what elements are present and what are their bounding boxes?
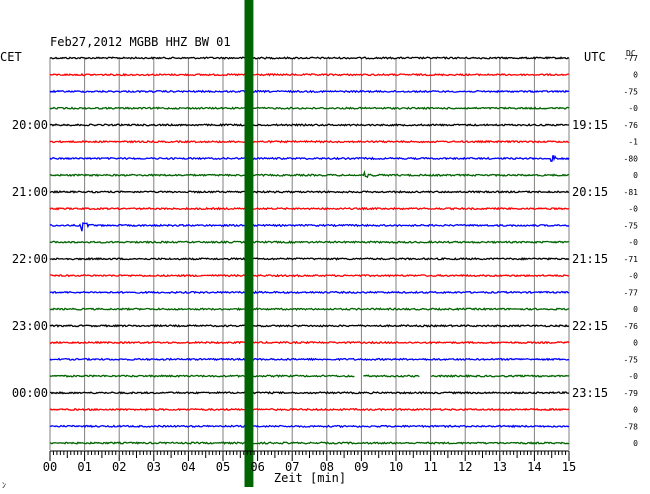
x-axis: 00 01 02 03 04 05 06 07 08 09 10 11 12 13 14 15	[43, 450, 576, 474]
dc-offset-label: 0	[633, 71, 638, 80]
dc-offset-label: -1	[628, 138, 638, 147]
left-time-label: 00:00	[12, 386, 48, 400]
seismic-trace	[49, 206, 570, 211]
seismic-trace	[49, 169, 570, 179]
seismic-trace	[49, 123, 570, 127]
right-time-label: 20:15	[572, 185, 608, 199]
dc-offset-label: 0	[633, 439, 638, 448]
dc-offset-label: 0	[633, 339, 638, 348]
dc-offset-label: -76	[624, 322, 639, 331]
dc-offset-label: -77	[624, 288, 639, 297]
seismic-trace	[49, 189, 570, 194]
station-title: Feb27,2012 MGBB HHZ BW 01	[50, 35, 231, 49]
grid	[49, 58, 570, 450]
seismic-trace	[49, 357, 570, 362]
x-tick-label: 12	[458, 460, 472, 474]
right-timezone-label: UTC	[584, 50, 606, 64]
right-time-label: 22:15	[572, 319, 608, 333]
dc-offset-label: -81	[624, 188, 639, 197]
seismic-trace	[49, 290, 570, 295]
x-tick-label: 01	[77, 460, 91, 474]
dc-offset-label: 0	[633, 171, 638, 180]
dc-offset-label: 0	[633, 305, 638, 314]
seismic-trace	[49, 56, 570, 60]
x-tick-label: 08	[320, 460, 334, 474]
x-tick-label: 09	[354, 460, 368, 474]
seismic-trace	[49, 390, 570, 395]
dc-offset-label: 0	[633, 406, 638, 415]
seismic-trace	[49, 407, 570, 412]
dc-offset-label: -75	[624, 355, 639, 364]
seismic-trace	[49, 374, 570, 379]
left-time-label: 20:00	[12, 118, 48, 132]
time-labels: -77 0 -75 -0 -76 -1 -80 0 -81 -0 -75 -0 -71 -0 -77 0 -76…	[12, 54, 638, 448]
x-tick-label: 03	[147, 460, 161, 474]
seismic-trace	[49, 273, 570, 278]
dc-header-label: DC	[626, 49, 636, 58]
dc-offset-label: -79	[624, 389, 639, 398]
dc-offset-label: -0	[628, 238, 638, 247]
dc-offset-label: -77	[624, 54, 639, 63]
footer-mark: ﾝ	[2, 481, 6, 490]
left-timezone-label: CET	[0, 50, 22, 64]
x-tick-label: 07	[285, 460, 299, 474]
x-tick-label: 05	[216, 460, 230, 474]
x-tick-label: 11	[423, 460, 437, 474]
right-time-label: 23:15	[572, 386, 608, 400]
left-time-label: 21:00	[12, 185, 48, 199]
x-tick-label: 13	[493, 460, 507, 474]
right-time-label: 19:15	[572, 118, 608, 132]
seismic-trace	[49, 106, 570, 110]
x-tick-label: 06	[250, 460, 264, 474]
seismic-trace	[49, 340, 570, 345]
seismic-trace	[49, 307, 570, 312]
seismic-trace	[49, 323, 570, 328]
dc-offset-label: -76	[624, 121, 639, 130]
dc-offset-label: -75	[624, 221, 639, 230]
seismic-trace	[49, 222, 570, 232]
dc-offset-label: -78	[624, 422, 639, 431]
x-tick-label: 04	[181, 460, 195, 474]
dc-offset-label: -0	[628, 104, 638, 113]
seismic-trace	[49, 240, 570, 244]
seismic-trace	[49, 89, 570, 94]
dc-offset-label: -71	[624, 255, 639, 264]
x-tick-label: 10	[389, 460, 403, 474]
seismic-trace	[49, 424, 570, 429]
x-tick-label: 15	[562, 460, 576, 474]
dc-offset-label: -80	[624, 154, 639, 163]
dc-offset-label: -0	[628, 272, 638, 281]
right-time-label: 21:15	[572, 252, 608, 266]
dc-offset-label: -0	[628, 372, 638, 381]
seismic-trace	[49, 441, 570, 445]
x-tick-label: 00	[43, 460, 57, 474]
x-axis-title: Zeit [min]	[274, 471, 346, 485]
dc-offset-label: -0	[628, 205, 638, 214]
dc-offset-label: -75	[624, 87, 639, 96]
disturbance-band	[244, 0, 254, 487]
traces	[49, 0, 570, 487]
seismic-trace	[49, 256, 570, 261]
left-time-label: 23:00	[12, 319, 48, 333]
seismic-trace	[49, 139, 570, 144]
left-time-label: 22:00	[12, 252, 48, 266]
seismic-trace	[49, 72, 570, 77]
x-tick-label: 02	[112, 460, 126, 474]
seismic-trace	[49, 154, 570, 162]
x-tick-label: 14	[527, 460, 541, 474]
